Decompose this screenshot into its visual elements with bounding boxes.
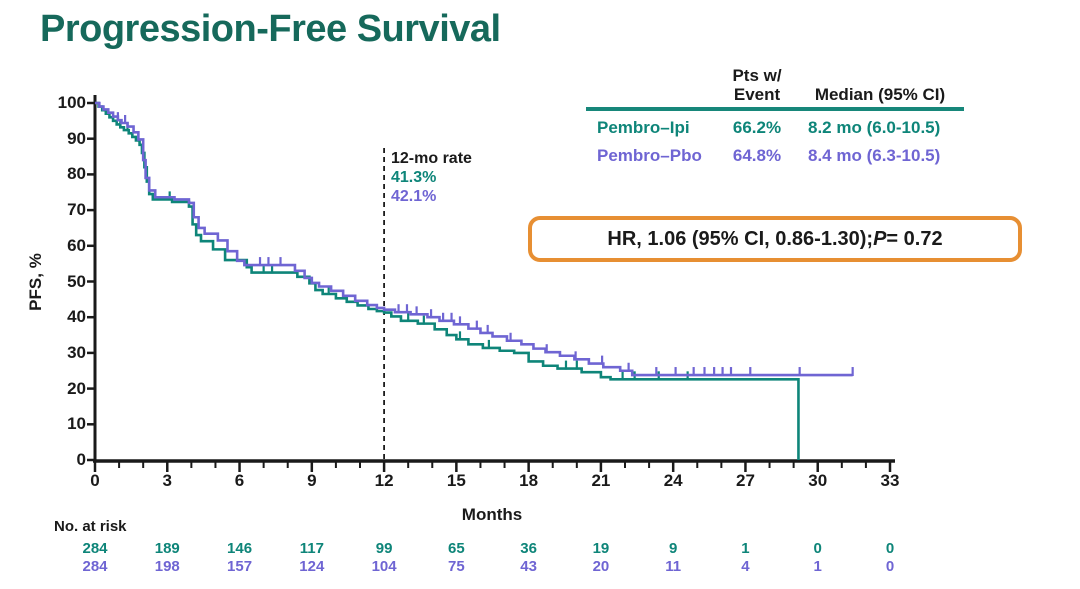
x-tick-label: 9 bbox=[307, 471, 317, 490]
y-tick-label: 10 bbox=[67, 414, 86, 434]
legend-header-event: Event bbox=[733, 85, 781, 104]
no-at-risk-label: No. at risk bbox=[54, 518, 127, 535]
risk-count: 43 bbox=[520, 558, 537, 575]
y-tick-label: 90 bbox=[67, 128, 86, 148]
risk-count: 284 bbox=[82, 540, 108, 557]
axes-layer bbox=[87, 95, 895, 472]
risk-count: 157 bbox=[227, 558, 253, 575]
risk-count: 0 bbox=[885, 540, 895, 557]
twelve-month-rate-value-pembro-ipi: 41.3% bbox=[391, 169, 437, 186]
risk-count: 36 bbox=[520, 540, 537, 557]
x-tick-label: 24 bbox=[663, 471, 683, 490]
x-tick-label: 33 bbox=[880, 471, 900, 490]
legend-series-name: Pembro–Pbo bbox=[597, 146, 702, 165]
legend-header-pts-w-event: Pts w/ bbox=[732, 66, 782, 85]
y-tick-label: 100 bbox=[57, 93, 86, 112]
twelve-month-rate-annotation: 12-mo rate 41.3% 42.1% bbox=[391, 149, 472, 206]
legend-header-rule bbox=[586, 107, 964, 111]
risk-count: 284 bbox=[82, 558, 108, 575]
risk-count: 0 bbox=[813, 540, 822, 557]
y-tick-label: 40 bbox=[67, 307, 86, 327]
risk-count: 189 bbox=[154, 540, 180, 557]
legend-header-median: Median (95% CI) bbox=[814, 85, 946, 104]
km-curve-pembro-pbo bbox=[95, 101, 853, 377]
risk-count: 1 bbox=[813, 558, 822, 575]
hr-text-suffix: = 0.72 bbox=[886, 227, 943, 250]
legend-series-name: Pembro–Ipi bbox=[597, 118, 690, 137]
x-tick-label: 15 bbox=[446, 471, 466, 490]
y-tick-label: 30 bbox=[67, 342, 86, 362]
x-tick-label: 27 bbox=[735, 471, 755, 490]
risk-count: 124 bbox=[299, 558, 325, 575]
twelve-month-rate-label: 12-mo rate bbox=[391, 150, 472, 167]
legend-pts-w-event-value: 66.2% bbox=[732, 118, 782, 137]
x-tick-label: 21 bbox=[591, 471, 611, 490]
risk-count: 146 bbox=[227, 540, 253, 557]
legend-median-value: 8.4 mo (6.3-10.5) bbox=[808, 146, 941, 165]
twelve-month-rate-value-pembro-pbo: 42.1% bbox=[391, 188, 437, 205]
risk-count: 20 bbox=[592, 558, 610, 575]
risk-count: 9 bbox=[669, 540, 678, 557]
risk-count: 117 bbox=[299, 540, 324, 557]
risk-count: 1 bbox=[741, 540, 750, 557]
x-tick-label: 18 bbox=[519, 471, 539, 490]
risk-count: 198 bbox=[154, 558, 180, 575]
hr-text-p-italic: P bbox=[873, 227, 887, 250]
y-tick-label: 60 bbox=[67, 235, 86, 255]
risk-count: 65 bbox=[448, 540, 465, 557]
survival-curves-layer bbox=[95, 101, 854, 460]
risk-count: 104 bbox=[371, 558, 397, 575]
legend-pts-w-event-value: 64.8% bbox=[732, 146, 782, 165]
risk-count: 75 bbox=[448, 558, 465, 575]
page-title: Progression-Free Survival bbox=[40, 8, 501, 50]
y-tick-label: 50 bbox=[67, 271, 86, 291]
hazard-ratio-callout: HR, 1.06 (95% CI, 0.86-1.30); P = 0.72 bbox=[528, 216, 1022, 262]
y-tick-label: 80 bbox=[67, 164, 86, 184]
y-tick-label: 0 bbox=[76, 450, 86, 469]
hr-text-prefix: HR, 1.06 (95% CI, 0.86-1.30); bbox=[607, 227, 874, 250]
x-tick-label: 0 bbox=[90, 471, 100, 490]
x-tick-label: 30 bbox=[808, 471, 828, 490]
y-tick-label: 20 bbox=[67, 378, 86, 398]
risk-count: 4 bbox=[741, 558, 750, 575]
y-tick-label: 70 bbox=[67, 200, 86, 220]
x-tick-label: 12 bbox=[374, 471, 394, 490]
x-tick-label: 3 bbox=[162, 471, 172, 490]
legend-median-value: 8.2 mo (6.0-10.5) bbox=[808, 118, 941, 137]
risk-count: 99 bbox=[375, 540, 393, 557]
risk-count: 0 bbox=[885, 558, 895, 575]
risk-count: 19 bbox=[592, 540, 610, 557]
x-axis-title: Months bbox=[461, 505, 523, 524]
x-tick-label: 6 bbox=[234, 471, 245, 490]
risk-count: 11 bbox=[665, 558, 682, 575]
